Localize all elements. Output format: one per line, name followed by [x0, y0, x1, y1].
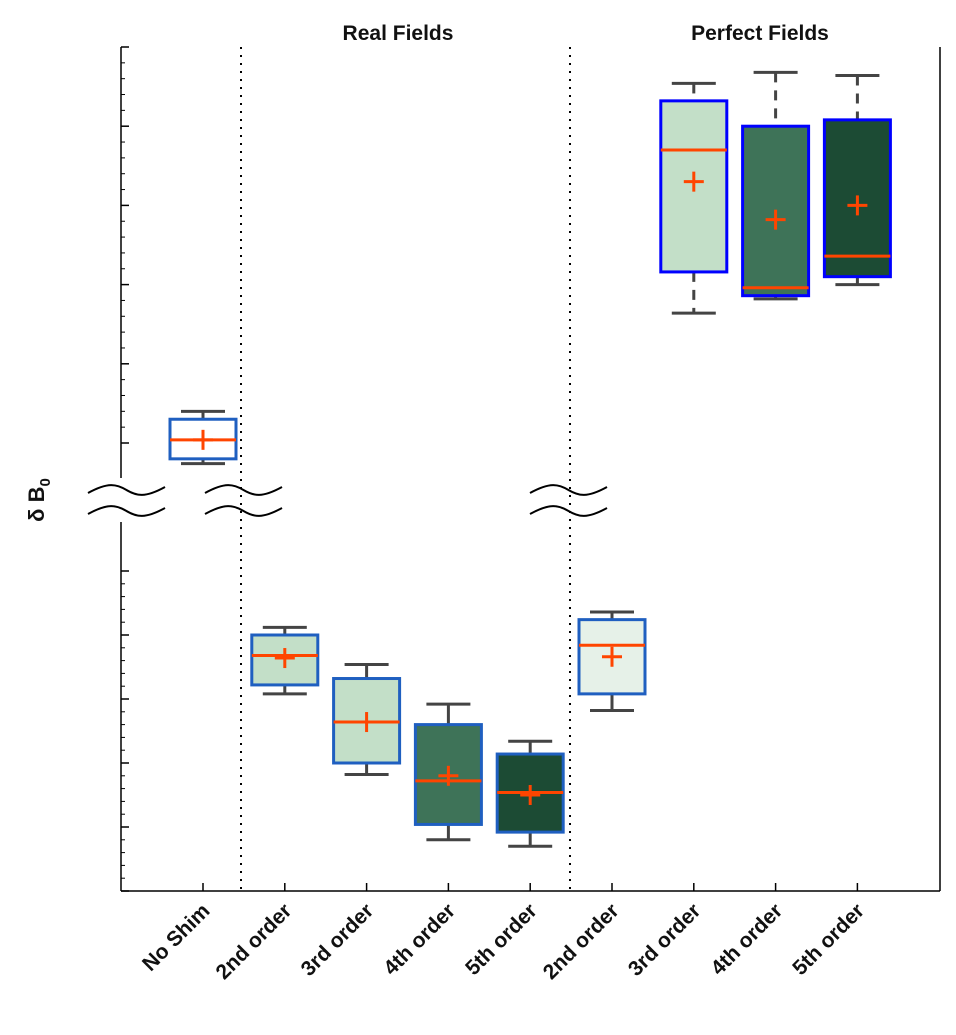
axis-break-mark	[87, 484, 166, 496]
y-label-subscript: 0	[37, 478, 54, 486]
axis-break-mark	[87, 505, 166, 517]
x-tick-label: 3rd order	[297, 899, 378, 980]
x-tick-label: 3rd order	[624, 899, 705, 980]
x-tick-label: 5th order	[788, 899, 869, 980]
y-axis-label: δ B0	[24, 478, 54, 522]
x-tick-label: 4th order	[379, 899, 460, 980]
group-title-real: Real Fields	[343, 22, 454, 45]
x-tick-label: 2nd order	[212, 899, 297, 984]
x-tick-label: 4th order	[707, 899, 788, 980]
group-title-perfect: Perfect Fields	[691, 22, 829, 45]
axis-break-mark	[204, 484, 283, 496]
x-tick-label: 5th order	[461, 899, 542, 980]
axis-break-mark	[204, 505, 283, 517]
y-label-main: δ B	[24, 487, 49, 522]
x-tick-label: No Shim	[138, 899, 214, 975]
axis-break-mark	[529, 484, 608, 496]
axis-break-mark	[529, 505, 608, 517]
x-tick-label: 2nd order	[539, 899, 624, 984]
